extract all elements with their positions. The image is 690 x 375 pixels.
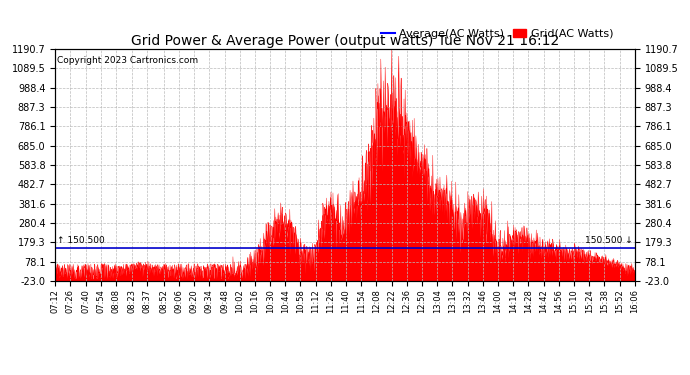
Text: Copyright 2023 Cartronics.com: Copyright 2023 Cartronics.com xyxy=(57,56,199,64)
Legend: Average(AC Watts), Grid(AC Watts): Average(AC Watts), Grid(AC Watts) xyxy=(377,24,618,43)
Text: 150.500 ↓: 150.500 ↓ xyxy=(585,236,633,245)
Title: Grid Power & Average Power (output watts) Tue Nov 21 16:12: Grid Power & Average Power (output watts… xyxy=(131,34,559,48)
Text: ↑ 150.500: ↑ 150.500 xyxy=(57,236,105,245)
